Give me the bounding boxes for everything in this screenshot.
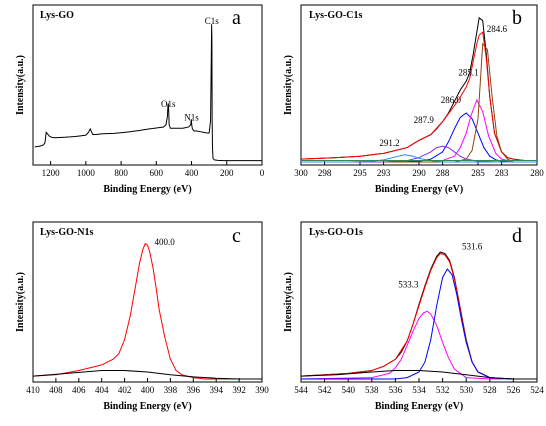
panel-b-xtick-label: 285 bbox=[471, 168, 485, 178]
panel-c-xtick-label: 400 bbox=[141, 385, 155, 395]
panel-b-title: Lys-GO-C1s bbox=[309, 10, 362, 21]
panel-b-xtick-label: 280 bbox=[530, 168, 544, 178]
panel-a-xtick-label: 200 bbox=[220, 168, 234, 178]
panel-c-ylabel: Intensity(a.u.) bbox=[15, 272, 26, 332]
panel-d-xtick-label: 542 bbox=[318, 385, 332, 395]
panel-a-peak-label: O1s bbox=[161, 99, 176, 109]
panel-c-xtick-label: 404 bbox=[95, 385, 109, 395]
panel-c-xtick-label: 408 bbox=[49, 385, 63, 395]
panel-b-xtick-label: 293 bbox=[377, 168, 391, 178]
panel-c-xtick-label: 390 bbox=[255, 385, 269, 395]
panel-b-xtick-label: 300 bbox=[294, 168, 308, 178]
panel-b-xtick-label: 288 bbox=[436, 168, 450, 178]
panel-d-letter: d bbox=[512, 225, 522, 247]
panel-b-peak-label: 284.6 bbox=[487, 24, 508, 34]
panel-c-series-0 bbox=[32, 242, 262, 380]
panel-a-xtick-label: 1000 bbox=[77, 168, 96, 178]
panel-c-series-1 bbox=[32, 370, 262, 380]
panel-c-xtick-label: 410 bbox=[26, 385, 40, 395]
panel-a-peak-label: N1s bbox=[184, 113, 199, 123]
panel-b-series-1 bbox=[300, 31, 537, 162]
panel-b-xtick-label: 295 bbox=[353, 168, 367, 178]
panel-c-xtick-label: 406 bbox=[72, 385, 86, 395]
panel-a-xtick-label: 600 bbox=[150, 168, 164, 178]
panel-b-xtick-label: 283 bbox=[495, 168, 509, 178]
panel-c-xtick-label: 392 bbox=[232, 385, 246, 395]
panel-b-xtick-label: 298 bbox=[318, 168, 332, 178]
panel-d-xtick-label: 538 bbox=[365, 385, 379, 395]
panel-d-xtick-label: 544 bbox=[294, 385, 308, 395]
panel-d-xtick-label: 526 bbox=[507, 385, 521, 395]
panel-d-xtick-label: 534 bbox=[412, 385, 426, 395]
panel-a-xtick-label: 0 bbox=[260, 168, 265, 178]
panel-a-ylabel: Intensity(a.u.) bbox=[15, 55, 26, 115]
panel-b-series-3 bbox=[301, 98, 537, 163]
panel-c-xlabel: Binding Energy (eV) bbox=[103, 401, 191, 412]
panel-c-xtick-label: 394 bbox=[209, 385, 223, 395]
panel-d-series-1 bbox=[300, 252, 537, 380]
panel-d-xtick-label: 540 bbox=[341, 385, 355, 395]
panel-b-ylabel: Intensity(a.u.) bbox=[283, 55, 294, 115]
panel-d-ylabel: Intensity(a.u.) bbox=[283, 272, 294, 332]
panel-b-letter: b bbox=[512, 7, 522, 29]
panel-c-xtick-label: 402 bbox=[118, 385, 132, 395]
panel-b-series-4 bbox=[301, 42, 537, 163]
panel-c-title: Lys-GO-N1s bbox=[40, 227, 93, 238]
panel-a-xtick-label: 400 bbox=[185, 168, 199, 178]
panel-c-xtick-label: 398 bbox=[164, 385, 178, 395]
panel-b-peak-label: 291.2 bbox=[379, 138, 399, 148]
panel-a-series-0 bbox=[34, 24, 262, 162]
panel-d-title: Lys-GO-O1s bbox=[309, 227, 363, 238]
panel-d-xtick-label: 536 bbox=[389, 385, 403, 395]
panel-d-peak-label: 533.3 bbox=[398, 279, 419, 289]
panel-a-title: Lys-GO bbox=[40, 10, 74, 21]
panel-d-xtick-label: 532 bbox=[436, 385, 450, 395]
panel-b-peak-label: 286.0 bbox=[441, 95, 462, 105]
panel-d-xtick-label: 528 bbox=[483, 385, 497, 395]
panel-b-series-6 bbox=[301, 154, 537, 163]
panel-d-peak-label: 531.6 bbox=[462, 241, 483, 251]
panel-d-series-4 bbox=[300, 370, 537, 380]
panel-a-xtick-label: 800 bbox=[114, 168, 128, 178]
panel-c-peak-label: 400.0 bbox=[155, 237, 176, 247]
panel-c-letter: c bbox=[232, 225, 241, 247]
panel-d-xtick-label: 530 bbox=[459, 385, 473, 395]
panel-b-series-0 bbox=[300, 16, 537, 162]
panel-d-series-3 bbox=[301, 268, 537, 380]
panel-b-xlabel: Binding Energy (eV) bbox=[375, 184, 463, 195]
panel-d-xtick-label: 524 bbox=[530, 385, 544, 395]
panel-a-xlabel: Binding Energy (eV) bbox=[103, 184, 191, 195]
panel-b-peak-label: 287.9 bbox=[414, 115, 435, 125]
panel-d-series-2 bbox=[300, 310, 537, 380]
panel-a-letter: a bbox=[232, 7, 241, 29]
panel-d-series-0 bbox=[300, 251, 537, 380]
panel-a-peak-label: C1s bbox=[205, 16, 220, 26]
panel-b-peak-label: 285.1 bbox=[458, 67, 478, 77]
panel-d-xlabel: Binding Energy (eV) bbox=[375, 401, 463, 412]
panel-a-xtick-label: 1200 bbox=[42, 168, 61, 178]
panel-c-xtick-label: 396 bbox=[187, 385, 201, 395]
panel-d-frame bbox=[300, 221, 538, 383]
panel-a-frame bbox=[32, 4, 263, 166]
panel-b-xtick-label: 290 bbox=[412, 168, 426, 178]
